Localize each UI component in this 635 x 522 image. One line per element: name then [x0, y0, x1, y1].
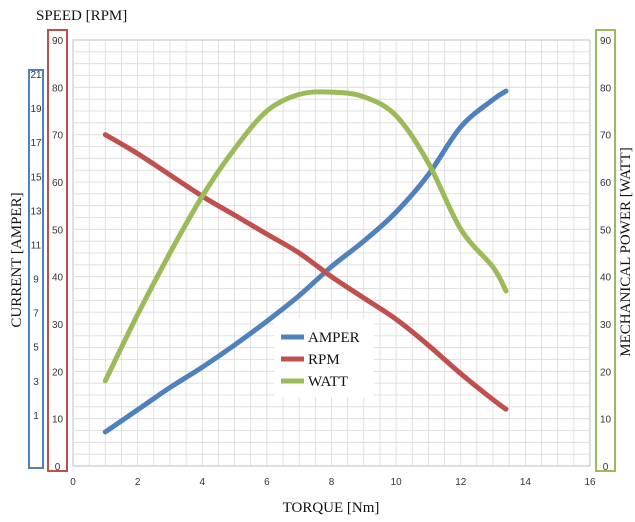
x-tick-label: 16	[584, 477, 596, 488]
power-tick-label: 30	[600, 320, 612, 331]
legend: AMPER RPM WATT	[274, 319, 374, 397]
power-axis-frame	[595, 29, 616, 472]
speed-tick-label: 40	[52, 273, 64, 284]
current-tick-label: 5	[33, 343, 39, 354]
current-axis-title: CURRENT [AMPER]	[9, 192, 25, 327]
x-axis-title: TORQUE [Nm]	[283, 500, 380, 516]
series-lines	[102, 88, 509, 435]
speed-tick-label: 0	[55, 462, 61, 473]
current-tick-label: 13	[30, 206, 42, 217]
speed-tick-label: 30	[52, 320, 64, 331]
series-line-amper	[102, 88, 509, 435]
power-tick-label: 80	[600, 83, 612, 94]
series-line-rpm	[102, 132, 509, 412]
speed-axis-ticks: 0 10 20 30 40 50 60 70 80 90	[52, 36, 64, 473]
power-tick-label: 40	[600, 273, 612, 284]
current-tick-label: 17	[30, 138, 42, 149]
current-tick-label: 19	[30, 104, 42, 115]
speed-tick-label: 50	[52, 225, 64, 236]
power-tick-label: 20	[600, 367, 612, 378]
power-tick-label: 10	[600, 415, 612, 426]
current-tick-label: 1	[33, 411, 39, 422]
speed-tick-label: 70	[52, 131, 64, 142]
current-tick-label: 11	[31, 240, 42, 251]
speed-axis-frame	[47, 29, 68, 472]
power-axis-ticks: 0 10 20 30 40 50 60 70 80 90	[600, 36, 612, 473]
power-tick-label: 60	[600, 178, 612, 189]
legend-label-watt: WATT	[308, 374, 348, 390]
power-tick-label: 0	[603, 462, 609, 473]
current-axis-frame	[28, 69, 44, 469]
x-tick-label: 14	[520, 477, 532, 488]
power-tick-label: 50	[600, 225, 612, 236]
speed-tick-label: 80	[52, 83, 64, 94]
power-tick-label: 90	[600, 36, 612, 47]
x-tick-label: 0	[70, 477, 76, 488]
x-tick-label: 12	[455, 477, 467, 488]
x-tick-label: 10	[391, 477, 403, 488]
current-tick-label: 3	[33, 377, 39, 388]
power-tick-label: 70	[600, 131, 612, 142]
speed-axis-title: SPEED [RPM]	[36, 8, 127, 24]
x-tick-label: 6	[264, 477, 270, 488]
speed-tick-label: 20	[52, 367, 64, 378]
current-tick-label: 21	[30, 70, 42, 81]
series-line-watt	[102, 89, 509, 384]
x-tick-label: 8	[329, 477, 335, 488]
speed-tick-label: 90	[52, 36, 64, 47]
power-axis-title: MECHANICAL POWER [WATT]	[618, 147, 634, 356]
speed-tick-label: 60	[52, 178, 64, 189]
legend-label-rpm: RPM	[308, 352, 340, 368]
x-tick-label: 2	[135, 477, 141, 488]
current-tick-label: 9	[33, 275, 39, 286]
x-axis-ticks: 0 2 4 6 8 10 12 14 16	[70, 477, 596, 488]
legend-label-amper: AMPER	[308, 330, 360, 346]
current-tick-label: 15	[30, 172, 42, 183]
speed-tick-label: 10	[52, 415, 64, 426]
current-tick-label: 7	[33, 309, 39, 320]
x-tick-label: 4	[199, 477, 205, 488]
